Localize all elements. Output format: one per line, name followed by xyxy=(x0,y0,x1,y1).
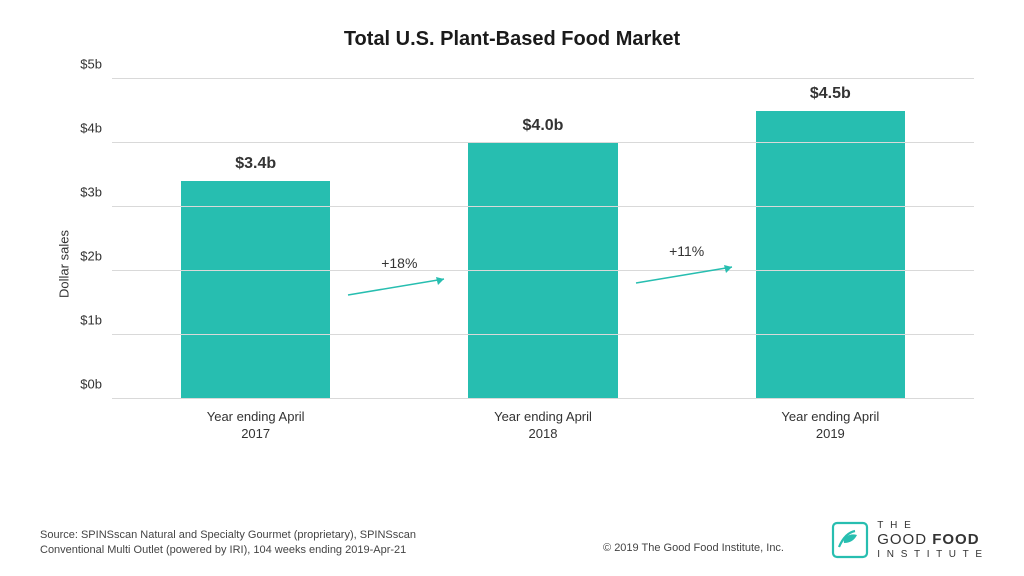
source-line-1: Source: SPINSscan Natural and Specialty … xyxy=(40,529,416,541)
y-axis-label: Dollar sales xyxy=(56,230,71,298)
y-tick-label: $4b xyxy=(80,121,102,136)
bar: $4.5b xyxy=(756,111,905,399)
logo-line-1: T H E xyxy=(877,520,984,532)
bar: $3.4b xyxy=(181,181,330,399)
y-tick-label: $5b xyxy=(80,57,102,72)
bar: $4.0b xyxy=(468,143,617,399)
y-tick-label: $1b xyxy=(80,313,102,328)
x-tick-label: Year ending April2018 xyxy=(494,409,592,443)
gridline xyxy=(112,270,974,271)
chart-title: Total U.S. Plant-Based Food Market xyxy=(40,28,984,51)
arrow-icon xyxy=(344,273,454,299)
growth-label: +18% xyxy=(344,255,454,271)
footer: Source: SPINSscan Natural and Specialty … xyxy=(40,528,984,558)
y-tick-label: $2b xyxy=(80,249,102,264)
x-axis-labels: Year ending April2017 Year ending April20… xyxy=(112,405,974,449)
source-line-2: Conventional Multi Outlet (powered by IR… xyxy=(40,544,406,556)
logo: T H E GOOD FOOD I N S T I T U T E xyxy=(831,520,984,560)
logo-icon xyxy=(831,521,869,559)
growth-annotation: +11% xyxy=(632,243,742,287)
copyright-text: © 2019 The Good Food Institute, Inc. xyxy=(603,542,784,554)
bar-value-label: $4.0b xyxy=(523,117,564,135)
gridline xyxy=(112,398,974,399)
y-tick-label: $3b xyxy=(80,185,102,200)
gridline xyxy=(112,142,974,143)
bars-layer: $3.4b $4.0b $4.5b xyxy=(112,79,974,399)
page: Total U.S. Plant-Based Food Market Dolla… xyxy=(0,0,1024,576)
bar-value-label: $3.4b xyxy=(235,155,276,173)
chart: Dollar sales $3.4b $4.0b $4.5b +18% +11% $0… xyxy=(40,79,984,449)
source-text: Source: SPINSscan Natural and Specialty … xyxy=(40,528,490,558)
x-tick-label: Year ending April2019 xyxy=(781,409,879,443)
plot-area: $3.4b$4.0b$4.5b +18%+11% $0b$1b$2b$3b$4b… xyxy=(112,79,974,399)
logo-line-3: I N S T I T U T E xyxy=(877,549,984,561)
gridline xyxy=(112,334,974,335)
x-tick-label: Year ending April2017 xyxy=(207,409,305,443)
logo-line-2: GOOD FOOD xyxy=(877,531,984,548)
logo-text: T H E GOOD FOOD I N S T I T U T E xyxy=(877,520,984,560)
bar-value-label: $4.5b xyxy=(810,85,851,103)
gridline xyxy=(112,78,974,79)
growth-annotation: +18% xyxy=(344,255,454,299)
growth-label: +11% xyxy=(632,243,742,259)
gridline xyxy=(112,206,974,207)
y-tick-label: $0b xyxy=(80,377,102,392)
arrow-icon xyxy=(632,261,742,287)
